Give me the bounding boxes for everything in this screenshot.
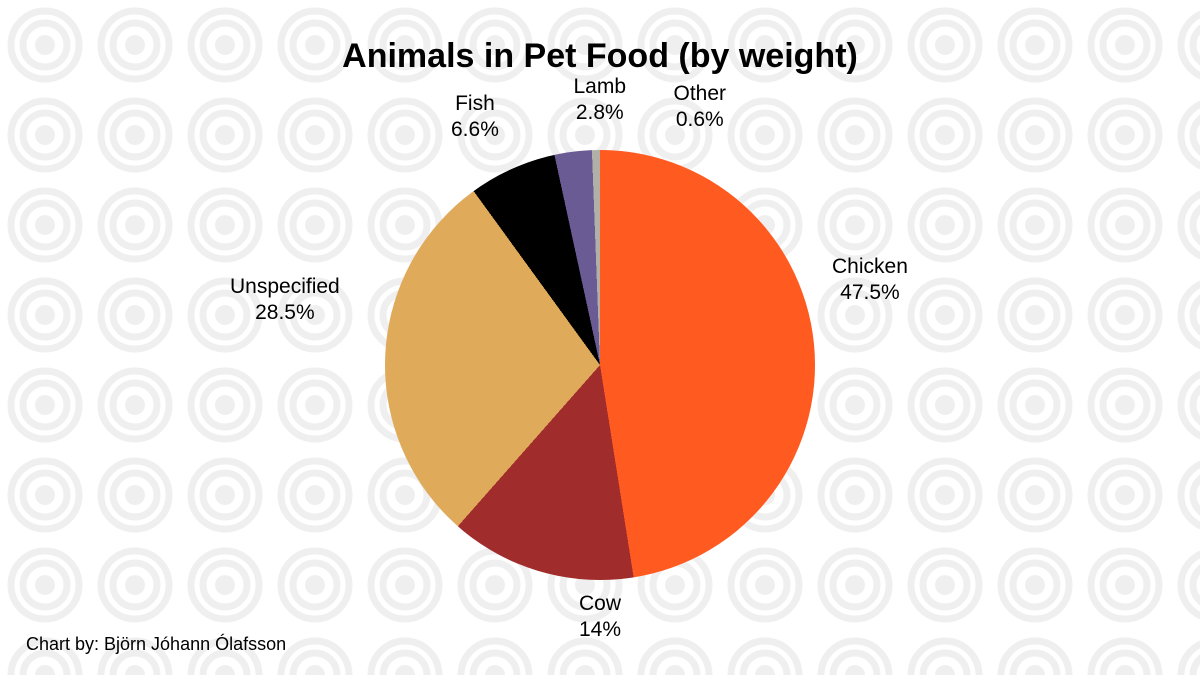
slice-label-name: Unspecified: [230, 274, 340, 300]
slice-label-name: Chicken: [832, 254, 908, 280]
slice-label-lamb: Lamb2.8%: [574, 74, 627, 127]
slice-label-chicken: Chicken47.5%: [832, 254, 908, 307]
slice-label-value: 0.6%: [674, 107, 727, 133]
slice-label-fish: Fish6.6%: [451, 91, 499, 144]
slice-label-value: 2.8%: [574, 100, 627, 126]
slice-label-value: 6.6%: [451, 117, 499, 143]
slice-label-cow: Cow14%: [579, 591, 621, 644]
slice-label-name: Fish: [451, 91, 499, 117]
slice-label-name: Other: [674, 81, 727, 107]
slice-label-unspecified: Unspecified28.5%: [230, 274, 340, 327]
slice-label-value: 47.5%: [832, 280, 908, 306]
slice-label-value: 14%: [579, 617, 621, 643]
slice-label-other: Other0.6%: [674, 81, 727, 134]
pie-disc: [385, 150, 815, 580]
slice-label-name: Cow: [579, 591, 621, 617]
chart-credit: Chart by: Björn Jóhann Ólafsson: [26, 634, 286, 655]
slice-label-name: Lamb: [574, 74, 627, 100]
slice-label-value: 28.5%: [230, 300, 340, 326]
pie-chart: Chicken47.5% Cow14% Unspecified28.5% Fish6.…: [0, 0, 1200, 675]
